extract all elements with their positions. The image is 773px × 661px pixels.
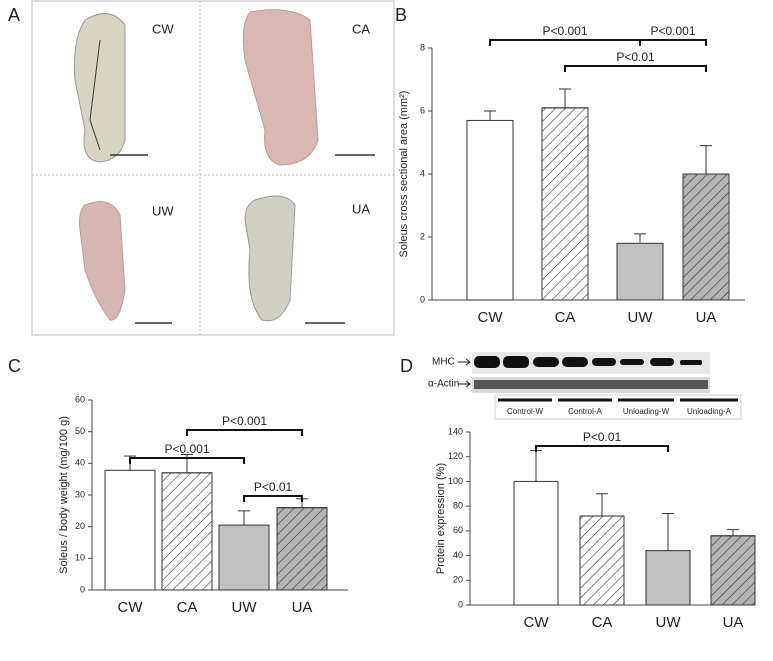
significance-bracket: [129, 457, 245, 464]
significance-label: P<0.001: [650, 24, 695, 38]
y-tick-label: 6: [420, 105, 425, 115]
y-tick-label: 40: [75, 458, 85, 468]
x-tick-label: UA: [696, 309, 717, 326]
y-tick-label: 4: [420, 168, 425, 178]
y-tick-label: 8: [420, 42, 425, 52]
y-tick-label: 0: [458, 599, 463, 609]
significance-label: P<0.001: [542, 24, 587, 38]
bar-hatch: [161, 472, 213, 591]
bar: [616, 242, 664, 301]
panel-letter: D: [400, 356, 413, 376]
blot-bands: [474, 356, 702, 368]
significance-bracket: [639, 39, 707, 46]
x-tick-label: UA: [723, 614, 744, 631]
band-label: MHC: [432, 357, 455, 368]
x-tick-label: CW: [118, 599, 144, 616]
group-label: Control-A: [568, 407, 602, 416]
y-tick-label: 50: [75, 426, 85, 436]
y-tick-label: 140: [448, 426, 463, 436]
group-label: Unloading-A: [687, 407, 732, 416]
bar: [218, 524, 270, 591]
tissue-image: [79, 201, 126, 321]
blot-strip: [472, 352, 710, 374]
significance-bracket: [535, 445, 669, 452]
x-tick-label: CW: [524, 614, 550, 631]
x-tick-label: CA: [177, 599, 198, 616]
y-tick-label: 40: [453, 550, 463, 560]
x-tick-label: CW: [478, 309, 504, 326]
panel-letter: B: [395, 5, 407, 25]
panel-letter: C: [8, 356, 21, 376]
significance-label: P<0.001: [222, 414, 267, 428]
y-tick-label: 20: [75, 521, 85, 531]
y-tick-label: 80: [453, 501, 463, 511]
y-axis-label: Soleus / body weight (mg/100 g): [58, 416, 70, 574]
bar: [104, 469, 156, 591]
image-label: CW: [152, 21, 174, 36]
y-tick-label: 20: [453, 575, 463, 585]
blot-band: [474, 380, 708, 389]
y-tick-label: 10: [75, 553, 85, 563]
tissue-image: [244, 195, 296, 322]
tissue-image: [74, 13, 126, 163]
image-label: UW: [152, 203, 174, 218]
significance-label: P<0.01: [616, 50, 655, 64]
significance-label: P<0.001: [164, 442, 209, 456]
group-label: Control-W: [507, 407, 543, 416]
y-tick-label: 60: [75, 394, 85, 404]
bar-hatch: [682, 173, 730, 301]
bar-hatch: [710, 535, 756, 606]
tissue-image: [242, 9, 319, 166]
tissue-crack: [89, 39, 101, 151]
bar-hatch: [541, 107, 589, 301]
significance-bracket: [186, 429, 303, 436]
panel-letter: A: [8, 5, 20, 25]
x-tick-label: UW: [232, 599, 258, 616]
y-tick-label: 120: [448, 451, 463, 461]
y-axis-label: Protein expression (%): [435, 463, 447, 574]
bar: [466, 119, 514, 301]
significance-bracket: [564, 65, 707, 72]
image-label: UA: [352, 201, 370, 216]
significance-label: P<0.01: [583, 430, 622, 444]
y-tick-label: 2: [420, 231, 425, 241]
bar-hatch: [276, 507, 328, 591]
significance-bracket: [489, 39, 641, 46]
group-label: Unloading-W: [623, 407, 670, 416]
x-tick-label: CA: [555, 309, 576, 326]
bar-hatch: [579, 515, 625, 606]
band-label: α-Actin: [428, 379, 459, 390]
x-tick-label: UW: [656, 614, 682, 631]
bar: [513, 480, 559, 606]
significance-bracket: [243, 495, 303, 502]
y-tick-label: 30: [75, 489, 85, 499]
y-tick-label: 100: [448, 476, 463, 486]
arrow: [458, 358, 471, 388]
x-tick-label: UW: [628, 309, 654, 326]
x-tick-label: UA: [292, 599, 313, 616]
y-tick-label: 60: [453, 525, 463, 535]
x-tick-label: CA: [592, 614, 613, 631]
blot-frame: [494, 394, 742, 420]
significance-label: P<0.01: [254, 480, 293, 494]
y-tick-label: 0: [420, 294, 425, 304]
bar: [645, 550, 691, 606]
image-label: CA: [352, 21, 370, 36]
y-axis-label: Soleus cross sectional area (mm²): [398, 91, 410, 258]
y-tick-label: 0: [80, 584, 85, 594]
